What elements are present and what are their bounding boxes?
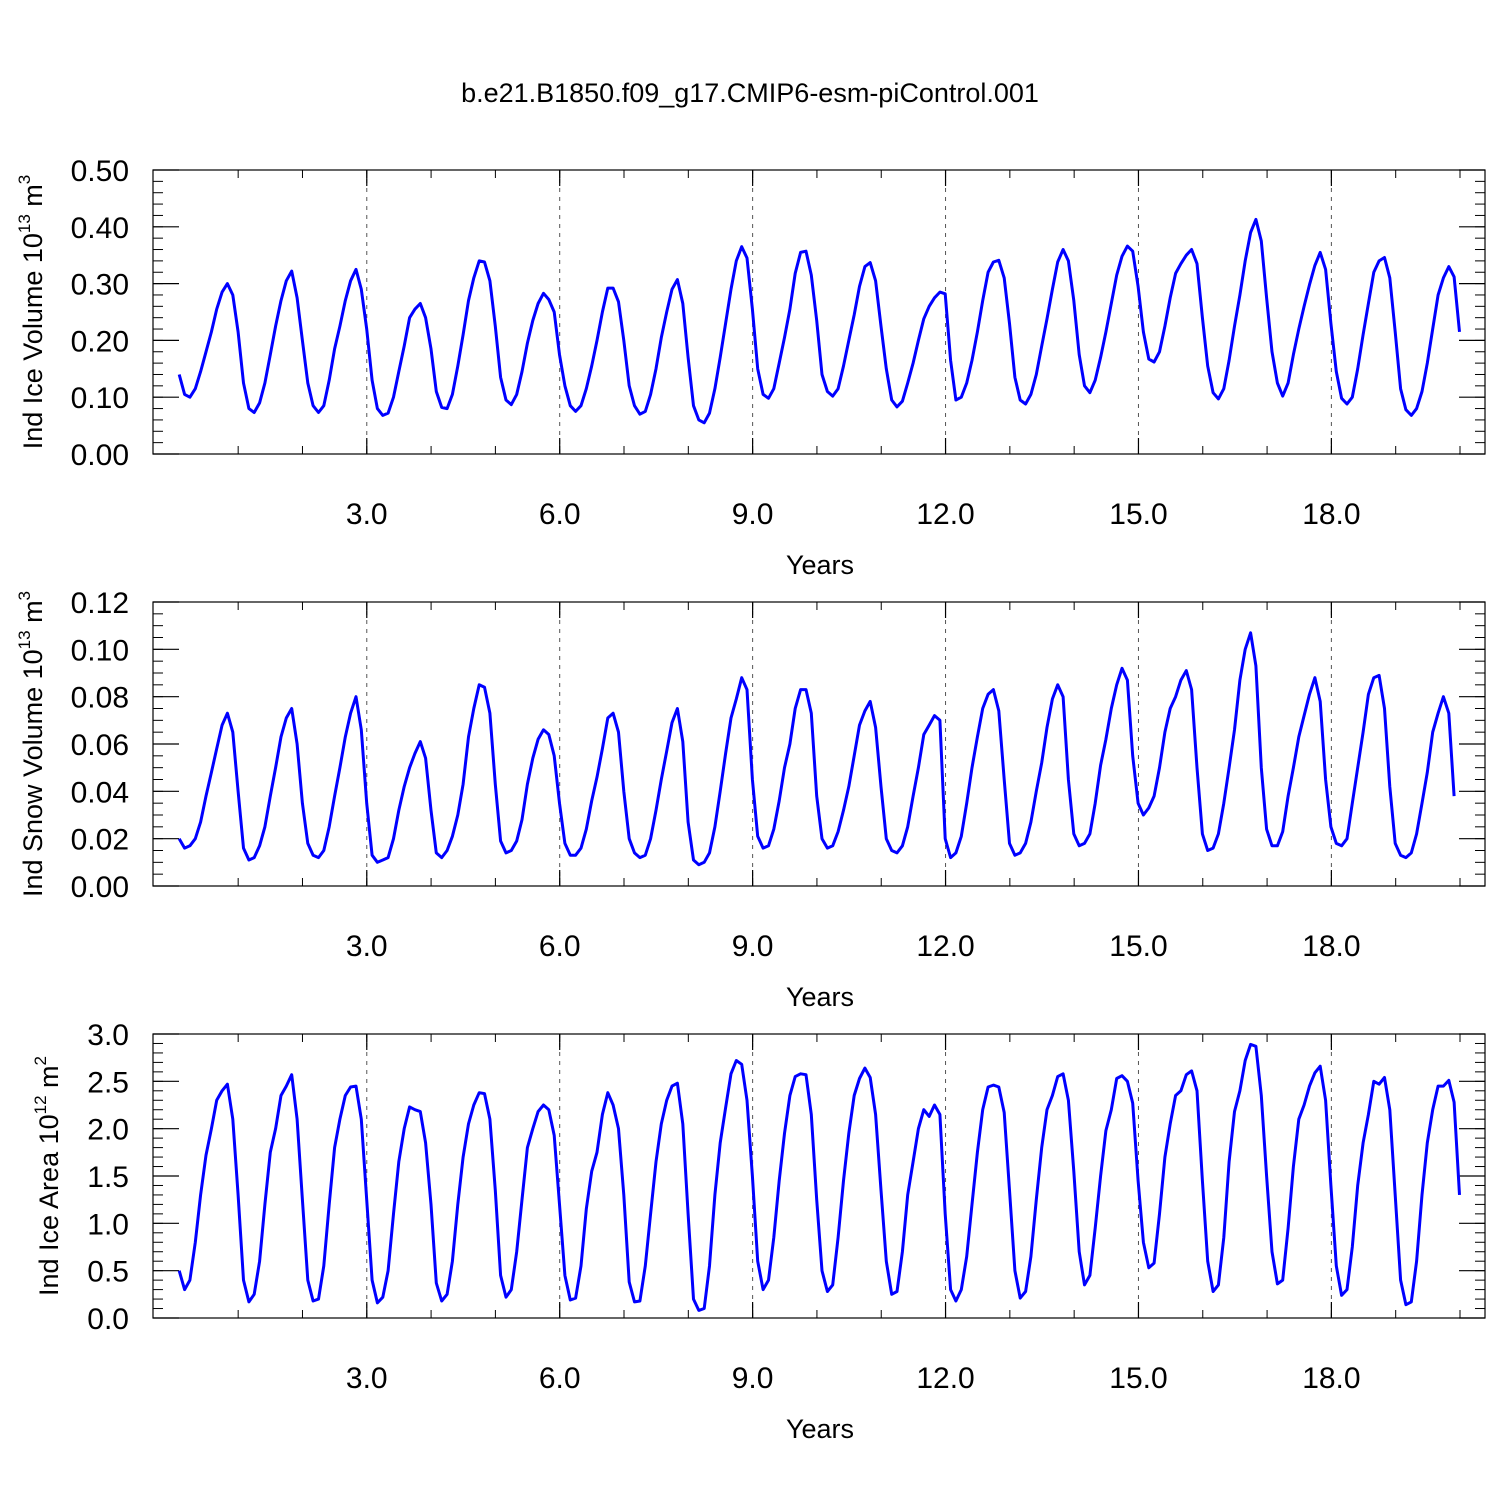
y-tick-label: 0.08 — [71, 682, 129, 715]
x-tick-label: 3.0 — [346, 930, 388, 963]
y-axis-title: Ind Ice Area 1012 m2 — [31, 1056, 64, 1296]
figure-title: b.e21.B1850.f09_g17.CMIP6-esm-piControl.… — [461, 78, 1039, 108]
y-tick-label: 3.0 — [87, 1019, 129, 1052]
chart-panel-3: 3.0 6.0 9.0 12.0 15.0 18.0 0.0 0.5 1.0 1.5 2.0 2.5 3… — [31, 1019, 1486, 1444]
chart-panel-2: 3.0 6.0 9.0 12.0 15.0 18.0 0.00 0.02 0.04 0.06 0.0… — [15, 587, 1486, 1012]
y-tick-label: 0.10 — [71, 382, 129, 415]
y-tick-label: 0.00 — [71, 871, 129, 904]
x-tick-label: 12.0 — [916, 1362, 974, 1395]
y-axis-title: Ind Snow Volume 1013 m3 — [15, 591, 48, 897]
x-tick-label: 3.0 — [346, 1362, 388, 1395]
chart-panel-1: 3.0 6.0 9.0 12.0 15.0 18.0 0.00 0.10 0.20 0.30 0.4… — [15, 155, 1486, 580]
series-line-1 — [177, 1042, 1461, 1312]
plot-frame — [152, 1033, 1486, 1319]
y-tick-label: 0.20 — [71, 325, 129, 358]
y-tick-label: 0.04 — [71, 776, 129, 809]
x-tick-label: 18.0 — [1302, 930, 1360, 963]
series-line-1 — [177, 631, 1456, 867]
y-tick-label: 2.0 — [87, 1114, 129, 1147]
y-tick-label: 0.50 — [71, 155, 129, 188]
x-tick-label: 9.0 — [732, 930, 774, 963]
y-tick-label: 0.10 — [71, 634, 129, 667]
x-tick-label: 15.0 — [1109, 930, 1167, 963]
x-tick-label: 18.0 — [1302, 498, 1360, 531]
y-tick-label: 2.5 — [87, 1066, 129, 1099]
x-tick-label: 3.0 — [346, 498, 388, 531]
x-tick-label: 9.0 — [732, 1362, 774, 1395]
x-axis-title: Years — [786, 982, 854, 1012]
x-tick-label: 15.0 — [1109, 1362, 1167, 1395]
x-tick-label: 12.0 — [916, 498, 974, 531]
x-tick-label: 6.0 — [539, 930, 581, 963]
x-axis-title: Years — [786, 550, 854, 580]
x-tick-label: 12.0 — [916, 930, 974, 963]
y-tick-label: 0.5 — [87, 1256, 129, 1289]
plot-frame — [152, 169, 1486, 455]
x-tick-label: 9.0 — [732, 498, 774, 531]
x-tick-label: 6.0 — [539, 498, 581, 531]
y-tick-label: 0.40 — [71, 212, 129, 245]
y-axis-title: Ind Ice Volume 1013 m3 — [15, 175, 48, 450]
series-line-1 — [177, 217, 1461, 425]
y-tick-label: 0.06 — [71, 729, 129, 762]
x-axis-title: Years — [786, 1414, 854, 1444]
x-tick-label: 18.0 — [1302, 1362, 1360, 1395]
y-tick-label: 1.5 — [87, 1161, 129, 1194]
y-tick-label: 0.00 — [71, 439, 129, 472]
y-tick-label: 0.30 — [71, 269, 129, 302]
x-tick-label: 15.0 — [1109, 498, 1167, 531]
y-tick-label: 0.12 — [71, 587, 129, 620]
plot-frame — [152, 601, 1486, 887]
x-tick-label: 6.0 — [539, 1362, 581, 1395]
y-tick-label: 0.02 — [71, 824, 129, 857]
y-tick-label: 1.0 — [87, 1208, 129, 1241]
y-tick-label: 0.0 — [87, 1303, 129, 1336]
